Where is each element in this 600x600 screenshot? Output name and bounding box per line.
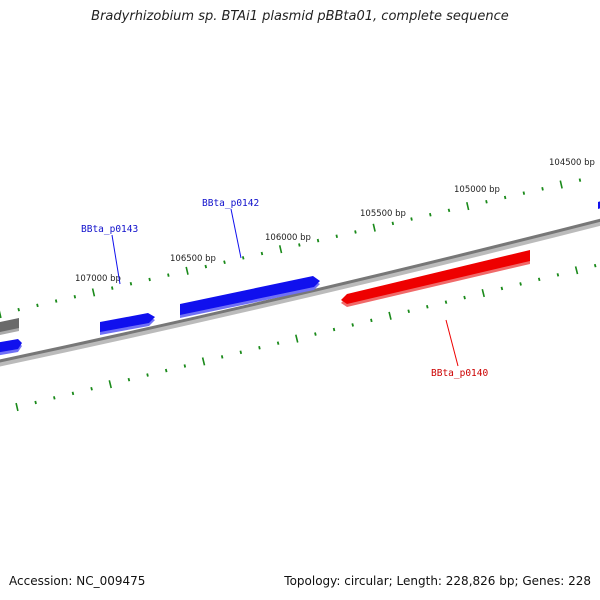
inner-tick [53, 396, 56, 400]
inner-tick [108, 380, 112, 389]
ruler-label-106500: 106500 bp [170, 254, 216, 264]
inner-tick [556, 273, 560, 277]
outer-tick [0, 310, 2, 319]
inner-tick [34, 400, 37, 405]
outer-tick [391, 221, 395, 226]
outer-tick [354, 230, 357, 234]
outer-tick [429, 212, 432, 217]
gene-arrow-bbta-p0143[interactable] [100, 313, 155, 335]
outer-tick [241, 256, 245, 260]
inner-tick [388, 311, 392, 320]
leader-line-bbta-p0143 [111, 234, 121, 285]
outer-tick [36, 303, 39, 308]
inner-tick [258, 346, 261, 350]
outer-tick [316, 238, 320, 243]
inner-tick [90, 386, 93, 391]
leader-line-bbta-p0142 [230, 208, 242, 259]
inner-tick [574, 266, 579, 275]
outer-tick [372, 223, 376, 232]
gene-label-bbta-p0140[interactable]: BBta_p0140 [431, 368, 488, 379]
gene-arrow-bbta-p0142[interactable] [180, 276, 320, 318]
leader-line-bbta-p0140 [445, 319, 459, 367]
inner-tick [127, 377, 131, 382]
gene-arrow-bbta-p0140[interactable] [341, 250, 530, 307]
gene-label-bbta-p0142[interactable]: BBta_p0142 [202, 198, 259, 209]
outer-tick [298, 243, 301, 247]
outer-tick [148, 277, 151, 282]
outer-tick [485, 200, 488, 204]
inner-tick [407, 309, 410, 314]
gene-arrow-grey-left[interactable] [0, 318, 19, 336]
outer-tick [129, 282, 133, 286]
inner-tick [426, 304, 429, 309]
inner-tick [537, 277, 541, 282]
inner-tick [276, 341, 280, 345]
inner-tick [295, 334, 299, 343]
inner-tick [444, 300, 448, 304]
inner-tick [593, 263, 597, 268]
gene-arrow-blue-left[interactable] [0, 339, 22, 356]
inner-tick [71, 391, 75, 396]
ruler-label-106000: 106000 bp [265, 233, 311, 243]
outer-tick [17, 307, 20, 312]
outer-tick [111, 286, 114, 290]
outer-tick [447, 208, 451, 213]
outer-tick [410, 217, 413, 221]
accession-text: Accession: NC_009475 [9, 574, 146, 588]
outer-tick [559, 180, 563, 189]
inner-tick [314, 332, 317, 336]
outer-tick [54, 299, 58, 303]
outer-tick [335, 234, 338, 238]
inner-tick [15, 402, 19, 412]
inner-tick [183, 364, 187, 368]
inner-ticks [15, 263, 597, 412]
outer-tick [578, 178, 582, 182]
outer-tick [541, 187, 544, 191]
ruler-label-104500: 104500 bp [549, 158, 595, 168]
inner-tick [201, 357, 206, 366]
outer-tick [73, 295, 77, 299]
outer-ticks [0, 178, 582, 319]
gene-label-bbta-p0143[interactable]: BBta_p0143 [81, 224, 138, 235]
outer-tick [185, 266, 189, 275]
map-title: Bradyrhizobium sp. BTAi1 plasmid pBBta01… [91, 9, 509, 24]
outer-tick [522, 191, 526, 195]
inner-tick [481, 289, 485, 298]
backbone [0, 218, 600, 363]
inner-tick [239, 350, 243, 355]
inner-tick [332, 327, 336, 332]
outer-tick [204, 264, 208, 269]
inner-tick [463, 295, 466, 300]
outer-tick [167, 273, 170, 277]
summary-text: Topology: circular; Length: 228,826 bp; … [284, 574, 591, 588]
inner-tick [370, 318, 373, 323]
outer-tick [260, 251, 264, 256]
inner-tick [519, 282, 522, 286]
inner-tick [164, 368, 168, 373]
outer-tick [91, 288, 96, 297]
inner-tick [220, 355, 224, 359]
inner-tick [500, 286, 504, 291]
ruler-label-105000: 105000 bp [454, 185, 500, 195]
inner-tick [146, 373, 149, 377]
inner-tick [351, 323, 354, 327]
outer-tick [503, 195, 507, 200]
ruler-label-107000: 107000 bp [75, 274, 121, 284]
backbone-shadow [0, 220, 600, 367]
outer-tick [278, 245, 283, 254]
outer-tick [223, 260, 226, 265]
outer-tick [466, 202, 470, 211]
ruler-label-105500: 105500 bp [360, 209, 406, 219]
